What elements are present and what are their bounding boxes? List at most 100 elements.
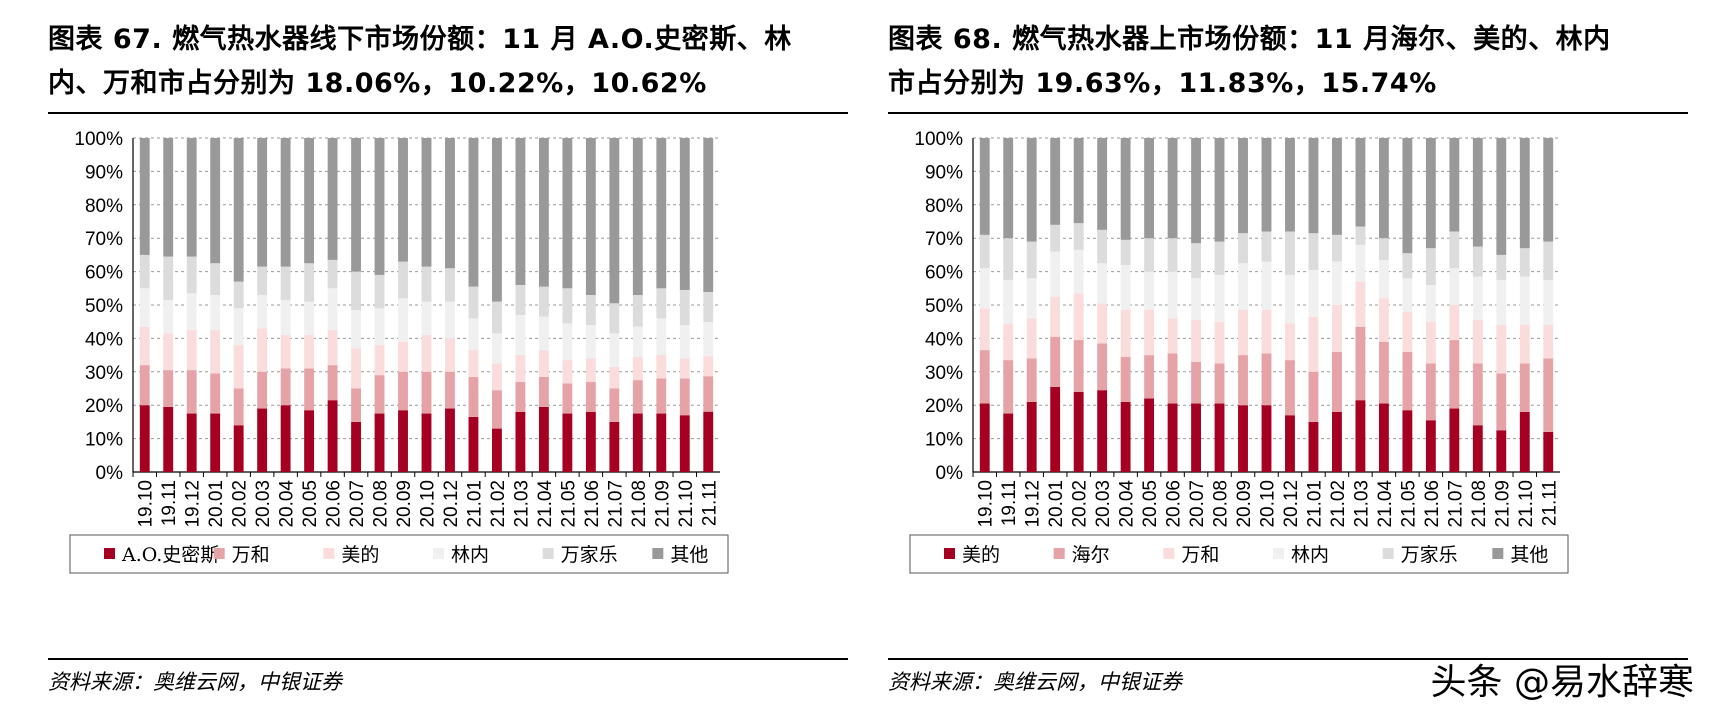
left-bar-20.10-林内	[421, 301, 432, 336]
right-legend-swatch-海尔	[1053, 548, 1065, 559]
right-bar-20.05-海尔	[1144, 355, 1155, 399]
right-bar-21.04-万和	[1378, 298, 1389, 342]
left-bar-20.05-A.O.史密斯	[304, 410, 315, 472]
left-y-tick-label: 30%	[85, 363, 123, 384]
left-bar-20.05-其他	[304, 138, 315, 264]
left-bar-21.10-其他	[679, 138, 690, 290]
left-y-tick-label: 0%	[96, 463, 124, 484]
right-bar-20.08-林内	[1214, 274, 1225, 322]
left-bar-21.09-万家乐	[656, 288, 667, 319]
left-bar-21.02-A.O.史密斯	[492, 428, 502, 472]
left-legend-swatch-万家乐	[542, 548, 554, 559]
left-panel: 图表 67. 燃气热水器线下市场份额：11 月 A.O.史密斯、林 内、万和市占…	[48, 0, 848, 719]
left-bar-21.10-美的	[679, 358, 690, 379]
right-bar-21.02-万和	[1332, 305, 1342, 352]
left-bar-21.02-万和	[492, 390, 502, 429]
right-bar-20.09-林内	[1238, 263, 1248, 311]
right-bar-20.05-万家乐	[1144, 238, 1155, 272]
left-bar-20.09-A.O.史密斯	[398, 410, 408, 472]
right-bar-19.10-美的	[979, 403, 990, 472]
right-bar-21.06-林内	[1425, 284, 1436, 322]
right-x-tick-label: 20.10	[1258, 480, 1279, 528]
right-bar-21.05-万和	[1402, 311, 1413, 352]
right-chart-title: 图表 68. 燃气热水器上市场份额：11 月海尔、美的、林内 市占分别为 19.…	[888, 18, 1688, 106]
right-bar-20.07-其他	[1191, 138, 1201, 244]
right-bar-21.09-林内	[1496, 279, 1507, 326]
left-bar-21.04-A.O.史密斯	[538, 406, 549, 472]
right-legend-label: 其他	[1510, 544, 1548, 566]
right-legend	[909, 534, 1569, 574]
right-legend-swatch-万和	[1163, 548, 1175, 559]
right-bar-21.02-林内	[1332, 261, 1342, 305]
right-bar-20.12-万和	[1285, 323, 1295, 361]
right-bar-21.11-美的	[1543, 431, 1554, 472]
left-bar-19.11-美的	[163, 333, 174, 371]
left-bar-20.07-其他	[351, 138, 361, 272]
left-bar-19.11-万家乐	[163, 256, 174, 300]
left-stacked-bar-chart: 0%10%20%30%40%50%60%70%80%90%100%19.10 19…	[69, 129, 729, 574]
right-bar-20.06-万和	[1167, 318, 1178, 354]
right-bar-20.02-美的	[1073, 391, 1084, 472]
right-y-tick-label: 20%	[925, 396, 963, 417]
right-y-tick-label: 10%	[925, 430, 963, 451]
right-bar-19.10-万和	[979, 308, 990, 351]
right-bar-21.04-林内	[1378, 259, 1389, 299]
right-legend-swatch-林内	[1273, 548, 1284, 559]
left-x-tick-label: 19.12	[183, 480, 204, 528]
left-bar-21.09-其他	[656, 138, 667, 289]
right-bar-20.04-海尔	[1120, 356, 1131, 402]
left-bar-21.05-万和	[562, 383, 573, 414]
right-bar-21.09-万家乐	[1496, 254, 1507, 280]
right-bar-21.10-林内	[1519, 276, 1530, 326]
left-x-tick-label: 21.05	[558, 480, 579, 528]
left-bar-20.12-美的	[445, 338, 455, 372]
left-bar-20.09-美的	[398, 341, 408, 372]
left-bar-20.03-A.O.史密斯	[257, 408, 268, 472]
right-bar-20.10-万和	[1261, 310, 1272, 354]
right-bar-21.08-万和	[1472, 320, 1483, 364]
left-bar-21.03-林内	[515, 315, 526, 356]
right-x-tick-label: 20.04	[1117, 480, 1138, 528]
left-bar-21.11-林内	[703, 322, 714, 357]
left-bar-20.12-万和	[445, 371, 455, 409]
left-bar-20.08-A.O.史密斯	[374, 413, 385, 472]
left-bar-21.04-万和	[538, 376, 549, 407]
right-bar-20.10-海尔	[1261, 353, 1272, 406]
left-x-tick-label: 20.09	[394, 480, 415, 528]
right-legend-swatch-万家乐	[1382, 548, 1394, 559]
left-legend-label: A.O.史密斯	[121, 544, 219, 566]
right-bar-20.06-林内	[1167, 271, 1178, 319]
left-bar-21.04-万家乐	[538, 286, 549, 317]
right-y-tick-label: 70%	[925, 229, 963, 250]
left-bar-21.04-林内	[538, 316, 549, 351]
left-x-tick-label: 20.03	[253, 480, 274, 528]
left-bar-20.04-美的	[280, 335, 291, 369]
right-x-tick-label: 19.11	[999, 480, 1020, 526]
right-bar-21.03-林内	[1355, 244, 1366, 282]
left-x-tick-label: 21.01	[464, 480, 485, 528]
left-bar-19.12-A.O.史密斯	[186, 413, 197, 472]
right-bar-20.07-万家乐	[1191, 243, 1201, 279]
left-y-tick-label: 60%	[85, 263, 123, 284]
right-bottom-rule	[888, 658, 1688, 660]
right-bar-20.04-美的	[1120, 401, 1131, 472]
right-bar-20.06-其他	[1167, 138, 1178, 239]
left-bar-20.08-其他	[374, 138, 385, 275]
left-bar-20.04-其他	[280, 138, 291, 267]
left-x-tick-label: 20.12	[441, 480, 462, 528]
right-legend-label: 万家乐	[1401, 544, 1458, 566]
left-bar-20.02-万家乐	[233, 281, 244, 309]
left-legend-swatch-万和	[213, 548, 225, 559]
left-bar-20.03-其他	[257, 138, 268, 267]
right-bar-19.11-万家乐	[1003, 238, 1014, 280]
left-bar-21.10-万和	[679, 378, 690, 416]
left-bar-21.05-美的	[562, 360, 573, 384]
left-bar-20.02-其他	[233, 138, 244, 282]
left-x-tick-label: 20.07	[347, 480, 368, 528]
right-bar-20.03-其他	[1097, 138, 1108, 230]
left-bar-21.08-万和	[632, 380, 643, 414]
left-y-tick-label: 70%	[85, 229, 123, 250]
right-bar-20.12-美的	[1285, 415, 1295, 472]
left-top-rule	[48, 112, 848, 114]
right-bar-21.02-万家乐	[1332, 234, 1342, 262]
